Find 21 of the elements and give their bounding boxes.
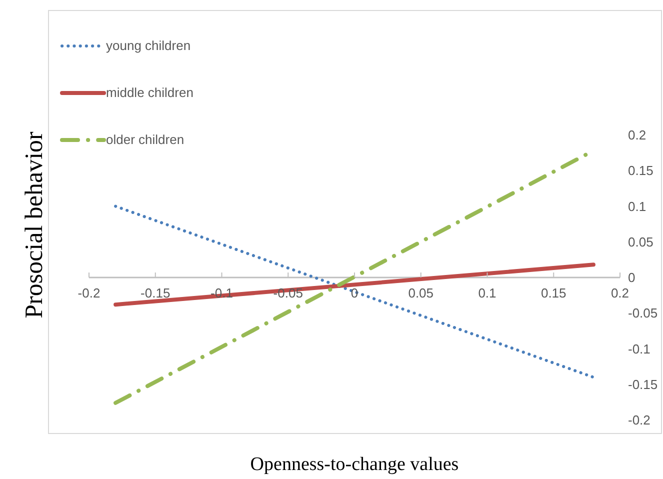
legend-label: older children [106,132,184,147]
y-tick-label: -0.2 [628,412,650,428]
x-tick-label: 0.1 [478,286,496,300]
x-tick-label: 0.2 [610,286,630,300]
y-tick-label: 0.1 [628,198,646,214]
x-tick-label: 0.15 [540,286,566,300]
y-tick-label: 0.2 [628,128,646,143]
x-tick-label: 0 [350,286,358,300]
legend-label: young children [106,38,191,53]
y-tick-label: 0.15 [628,163,654,178]
x-tick-label: 0.05 [408,286,434,300]
y-tick-label: -0.15 [628,376,658,392]
y-tick-label: -0.05 [628,306,658,321]
x-axis-title: Openness-to-change values [249,454,460,476]
y-tick-label: -0.1 [628,341,650,356]
y-tick-label: 0.05 [628,234,654,250]
legend-label: middle children [106,85,194,100]
x-tick-label: -0.15 [140,286,170,300]
y-tick-label: 0 [628,270,636,286]
x-tick-label: -0.2 [78,286,100,300]
y-axis-title: Prosocial behavior [21,132,49,318]
